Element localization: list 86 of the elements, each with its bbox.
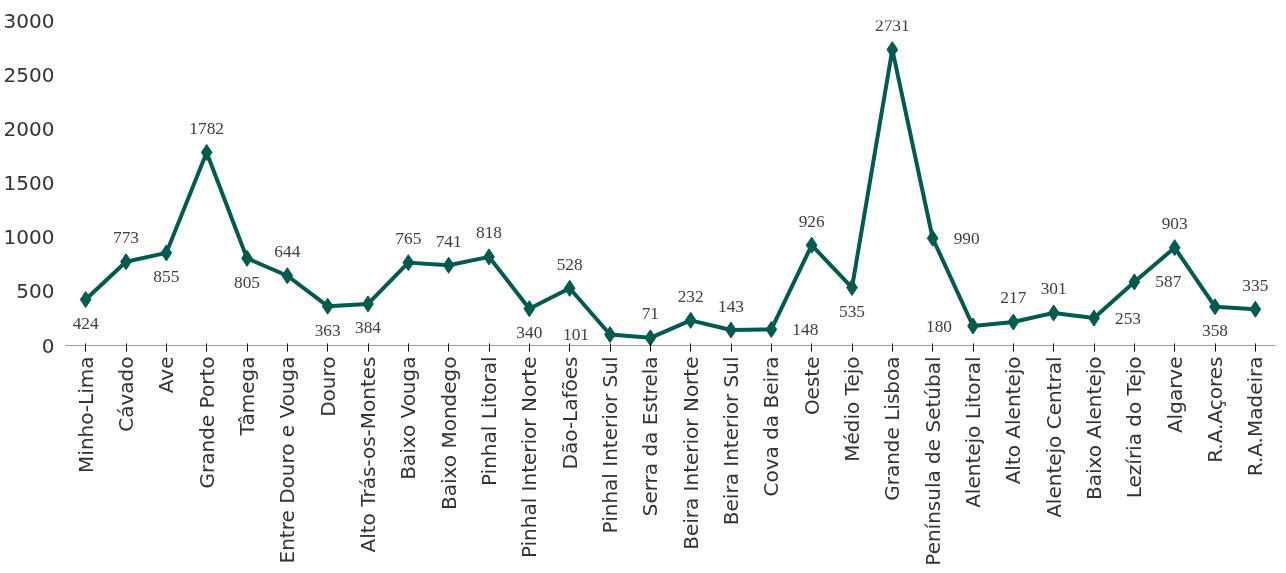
x-tick-label: Grande Lisboa [880,356,905,501]
data-label: 741 [435,231,462,251]
data-label: 340 [516,323,543,343]
data-label: 232 [677,286,704,306]
point [644,329,657,346]
x-tick-label: Alto Alentejo [1001,356,1026,485]
point [1249,300,1262,318]
point [1128,273,1141,291]
point [442,256,455,274]
x-tick-label: Beira Interior Norte [678,356,703,550]
data-label: 301 [1040,279,1067,299]
x-tick-label: Minho-Lima [73,356,98,473]
data-label: 644 [274,242,301,262]
point [79,291,92,309]
data-label: 535 [839,302,865,322]
x-tick-label: Cávado [114,356,138,432]
data-label: 990 [953,228,980,248]
point [805,236,818,254]
data-label: 855 [153,267,180,287]
point [200,143,213,161]
data-label: 805 [234,272,260,292]
data-label: 773 [113,228,139,248]
y-tick-label: 500 [16,279,55,304]
data-label: 363 [314,320,341,340]
data-label: 358 [1202,321,1228,341]
x-tick-label: Pinhal Interior Norte [517,356,542,559]
x-tick-label: Entre Douro e Vouga [275,356,300,564]
data-label: 765 [395,229,422,249]
x-tick-label: Dão-Lafões [557,356,582,470]
x-tick-label: Baixo Mondego [436,356,461,510]
data-label: 253 [1115,308,1141,328]
x-tick-label: Cova da Beira [759,356,784,497]
x-tick-label: Grande Porto [194,356,219,489]
x-tick-label: Baixo Vouga [396,356,421,480]
data-label: 148 [792,319,819,339]
data-label: 528 [556,254,583,274]
data-label: 903 [1161,214,1188,234]
point [1007,313,1020,331]
data-label: 424 [72,314,99,334]
x-tick-label: Algarve [1162,356,1187,434]
y-tick-label: 1000 [3,225,55,250]
x-tick-label: Alentejo Central [1041,356,1066,518]
y-tick-label: 1500 [3,171,55,195]
point [160,244,173,262]
data-label: 335 [1242,275,1269,295]
x-tick-label: R.A.Açores [1203,356,1227,463]
x-tick-label: Médio Tejo [840,356,864,462]
x-tick-label: Ave [154,356,179,394]
point [402,254,415,272]
data-label: 818 [476,223,502,243]
x-tick-label: Beira Interior Sul [719,356,743,526]
data-label: 2731 [875,16,910,36]
point [684,311,697,329]
x-tick-label: Baixo Alentejo [1082,356,1106,501]
x-tick-label: Douro [315,356,340,417]
data-label: 1782 [189,118,224,138]
y-tick-label: 2500 [3,62,55,87]
x-tick-label: Serra da Estrela [638,356,663,517]
point [765,320,778,338]
x-tick-label: Alentejo Litoral [961,356,985,508]
data-label: 384 [355,318,382,338]
data-label: 587 [1155,272,1182,292]
x-tick-label: Lezíria do Tejo [1122,356,1147,499]
data-label: 926 [798,211,825,231]
x-tick-label: Alto Trás-os-Montes [356,356,380,553]
y-tick-label: 2000 [3,116,55,141]
point [523,300,536,318]
data-label: 143 [718,296,744,316]
point [1168,239,1181,257]
data-label: 217 [1000,288,1027,308]
point [321,297,334,315]
y-tick-label: 3000 [3,8,55,33]
point [563,279,576,297]
point [926,229,939,247]
x-tick-label: Pinhal Litoral [477,356,501,487]
x-tick-label: Pinhal Interior Sul [598,356,622,534]
point [1047,304,1060,322]
x-tick-label: Tâmega [235,356,259,437]
point [281,267,294,285]
x-tick-label: Península de Setúbal [920,356,945,566]
x-tick-label: R.A.Madeira [1243,356,1268,477]
data-label: 101 [563,325,589,345]
data-label: 180 [926,316,952,336]
data-label: 71 [641,304,659,324]
x-tick-label: Oeste [799,356,824,416]
y-tick-label: 0 [41,333,55,358]
